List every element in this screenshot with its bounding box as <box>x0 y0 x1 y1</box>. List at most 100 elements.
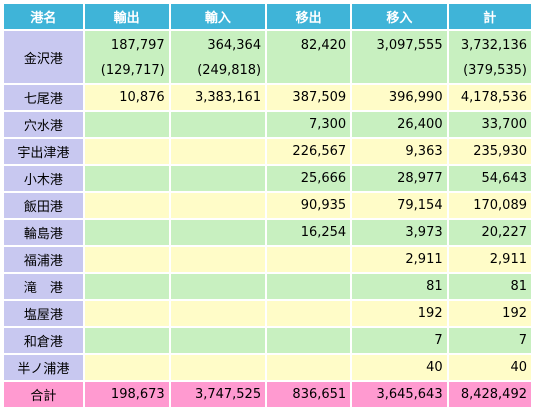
export-cell: 10,876 <box>84 85 169 110</box>
ship-in-cell: 3,097,555 <box>352 31 447 83</box>
export-value: 187,797 <box>110 38 165 53</box>
port-name: 輪島港 <box>4 220 83 245</box>
import-cell <box>170 328 266 353</box>
import-sub-value: (249,818) <box>197 63 262 78</box>
port-name: 福浦港 <box>4 247 83 272</box>
table-row: 宇出津港 226,567 9,363 235,930 <box>4 139 531 164</box>
total-sub-value: (379,535) <box>463 63 527 78</box>
total-label: 合計 <box>4 382 83 407</box>
ship-out-cell: 7,300 <box>267 112 351 137</box>
table-row: 小木港 25,666 28,977 54,643 <box>4 166 531 191</box>
ship-in-cell: 79,154 <box>352 193 447 218</box>
table-row: 塩屋港 192 192 <box>4 301 531 326</box>
header-ship-out: 移出 <box>267 4 351 29</box>
total-import: 3,747,525 <box>170 382 266 407</box>
total-cell: 4,178,536 <box>448 85 531 110</box>
total-cell: 3,732,136 (379,535) <box>448 31 531 83</box>
total-cell: 235,930 <box>448 139 531 164</box>
export-cell <box>84 274 169 299</box>
export-cell <box>84 139 169 164</box>
table-row: 和倉港 7 7 <box>4 328 531 353</box>
export-cell: 187,797 (129,717) <box>84 31 169 83</box>
port-name: 七尾港 <box>4 85 83 110</box>
port-name: 金沢港 <box>4 31 83 83</box>
export-cell <box>84 355 169 380</box>
total-cell: 20,227 <box>448 220 531 245</box>
header-export: 輸出 <box>84 4 169 29</box>
ship-in-cell: 28,977 <box>352 166 447 191</box>
import-cell <box>170 274 266 299</box>
export-cell <box>84 166 169 191</box>
import-cell <box>170 220 266 245</box>
table-row: 穴水港 7,300 26,400 33,700 <box>4 112 531 137</box>
ship-in-cell: 81 <box>352 274 447 299</box>
export-cell <box>84 193 169 218</box>
import-cell <box>170 193 266 218</box>
total-cell: 7 <box>448 328 531 353</box>
total-cell: 40 <box>448 355 531 380</box>
ship-out-cell: 226,567 <box>267 139 351 164</box>
port-name: 半ノ浦港 <box>4 355 83 380</box>
export-sub-value: (129,717) <box>100 63 165 78</box>
ship-in-cell: 2,911 <box>352 247 447 272</box>
import-value: 364,364 <box>207 38 262 53</box>
table-row: 飯田港 90,935 79,154 170,089 <box>4 193 531 218</box>
table-row: 輪島港 16,254 3,973 20,227 <box>4 220 531 245</box>
export-cell <box>84 301 169 326</box>
ship-in-cell: 3,973 <box>352 220 447 245</box>
table-row: 金沢港 187,797 (129,717) 364,364 (249,818) 82… <box>4 31 531 83</box>
ship-in-cell: 26,400 <box>352 112 447 137</box>
ship-out-cell: 16,254 <box>267 220 351 245</box>
ship-in-cell: 40 <box>352 355 447 380</box>
export-cell <box>84 247 169 272</box>
table-row: 半ノ浦港 40 40 <box>4 355 531 380</box>
import-cell <box>170 112 266 137</box>
ship-out-value: 82,420 <box>300 38 347 53</box>
import-cell <box>170 166 266 191</box>
import-cell <box>170 355 266 380</box>
import-cell <box>170 139 266 164</box>
total-cell: 54,643 <box>448 166 531 191</box>
ship-out-cell: 387,509 <box>267 85 351 110</box>
header-port-name: 港名 <box>4 4 83 29</box>
ship-in-cell: 396,990 <box>352 85 447 110</box>
ship-out-cell: 82,420 <box>267 31 351 83</box>
ship-out-cell <box>267 301 351 326</box>
total-row: 合計 198,673 3,747,525 836,651 3,645,643 8… <box>4 382 531 407</box>
import-cell: 3,383,161 <box>170 85 266 110</box>
export-cell <box>84 328 169 353</box>
header-import: 輸入 <box>170 4 266 29</box>
port-name: 滝 港 <box>4 274 83 299</box>
total-cell: 170,089 <box>448 193 531 218</box>
total-cell: 33,700 <box>448 112 531 137</box>
total-ship-out: 836,651 <box>267 382 351 407</box>
export-cell <box>84 220 169 245</box>
total-cell: 81 <box>448 274 531 299</box>
table-row: 七尾港 10,876 3,383,161 387,509 396,990 4,1… <box>4 85 531 110</box>
port-name: 和倉港 <box>4 328 83 353</box>
import-cell <box>170 247 266 272</box>
ship-out-cell: 25,666 <box>267 166 351 191</box>
ship-out-cell <box>267 247 351 272</box>
export-cell <box>84 112 169 137</box>
import-cell <box>170 301 266 326</box>
port-cargo-table: 港名 輸出 輸入 移出 移入 計 金沢港 187,797 (129,717) 36… <box>2 2 533 409</box>
total-grand: 8,428,492 <box>448 382 531 407</box>
ship-in-cell: 192 <box>352 301 447 326</box>
port-name: 塩屋港 <box>4 301 83 326</box>
total-value: 3,732,136 <box>460 38 527 53</box>
total-export: 198,673 <box>84 382 169 407</box>
total-cell: 192 <box>448 301 531 326</box>
port-name: 小木港 <box>4 166 83 191</box>
header-row: 港名 輸出 輸入 移出 移入 計 <box>4 4 531 29</box>
ship-in-cell: 9,363 <box>352 139 447 164</box>
ship-in-value: 3,097,555 <box>376 38 443 53</box>
import-cell: 364,364 (249,818) <box>170 31 266 83</box>
total-cell: 2,911 <box>448 247 531 272</box>
table-row: 滝 港 81 81 <box>4 274 531 299</box>
ship-out-cell <box>267 355 351 380</box>
header-ship-in: 移入 <box>352 4 447 29</box>
ship-out-cell <box>267 274 351 299</box>
port-name: 飯田港 <box>4 193 83 218</box>
header-total: 計 <box>448 4 531 29</box>
